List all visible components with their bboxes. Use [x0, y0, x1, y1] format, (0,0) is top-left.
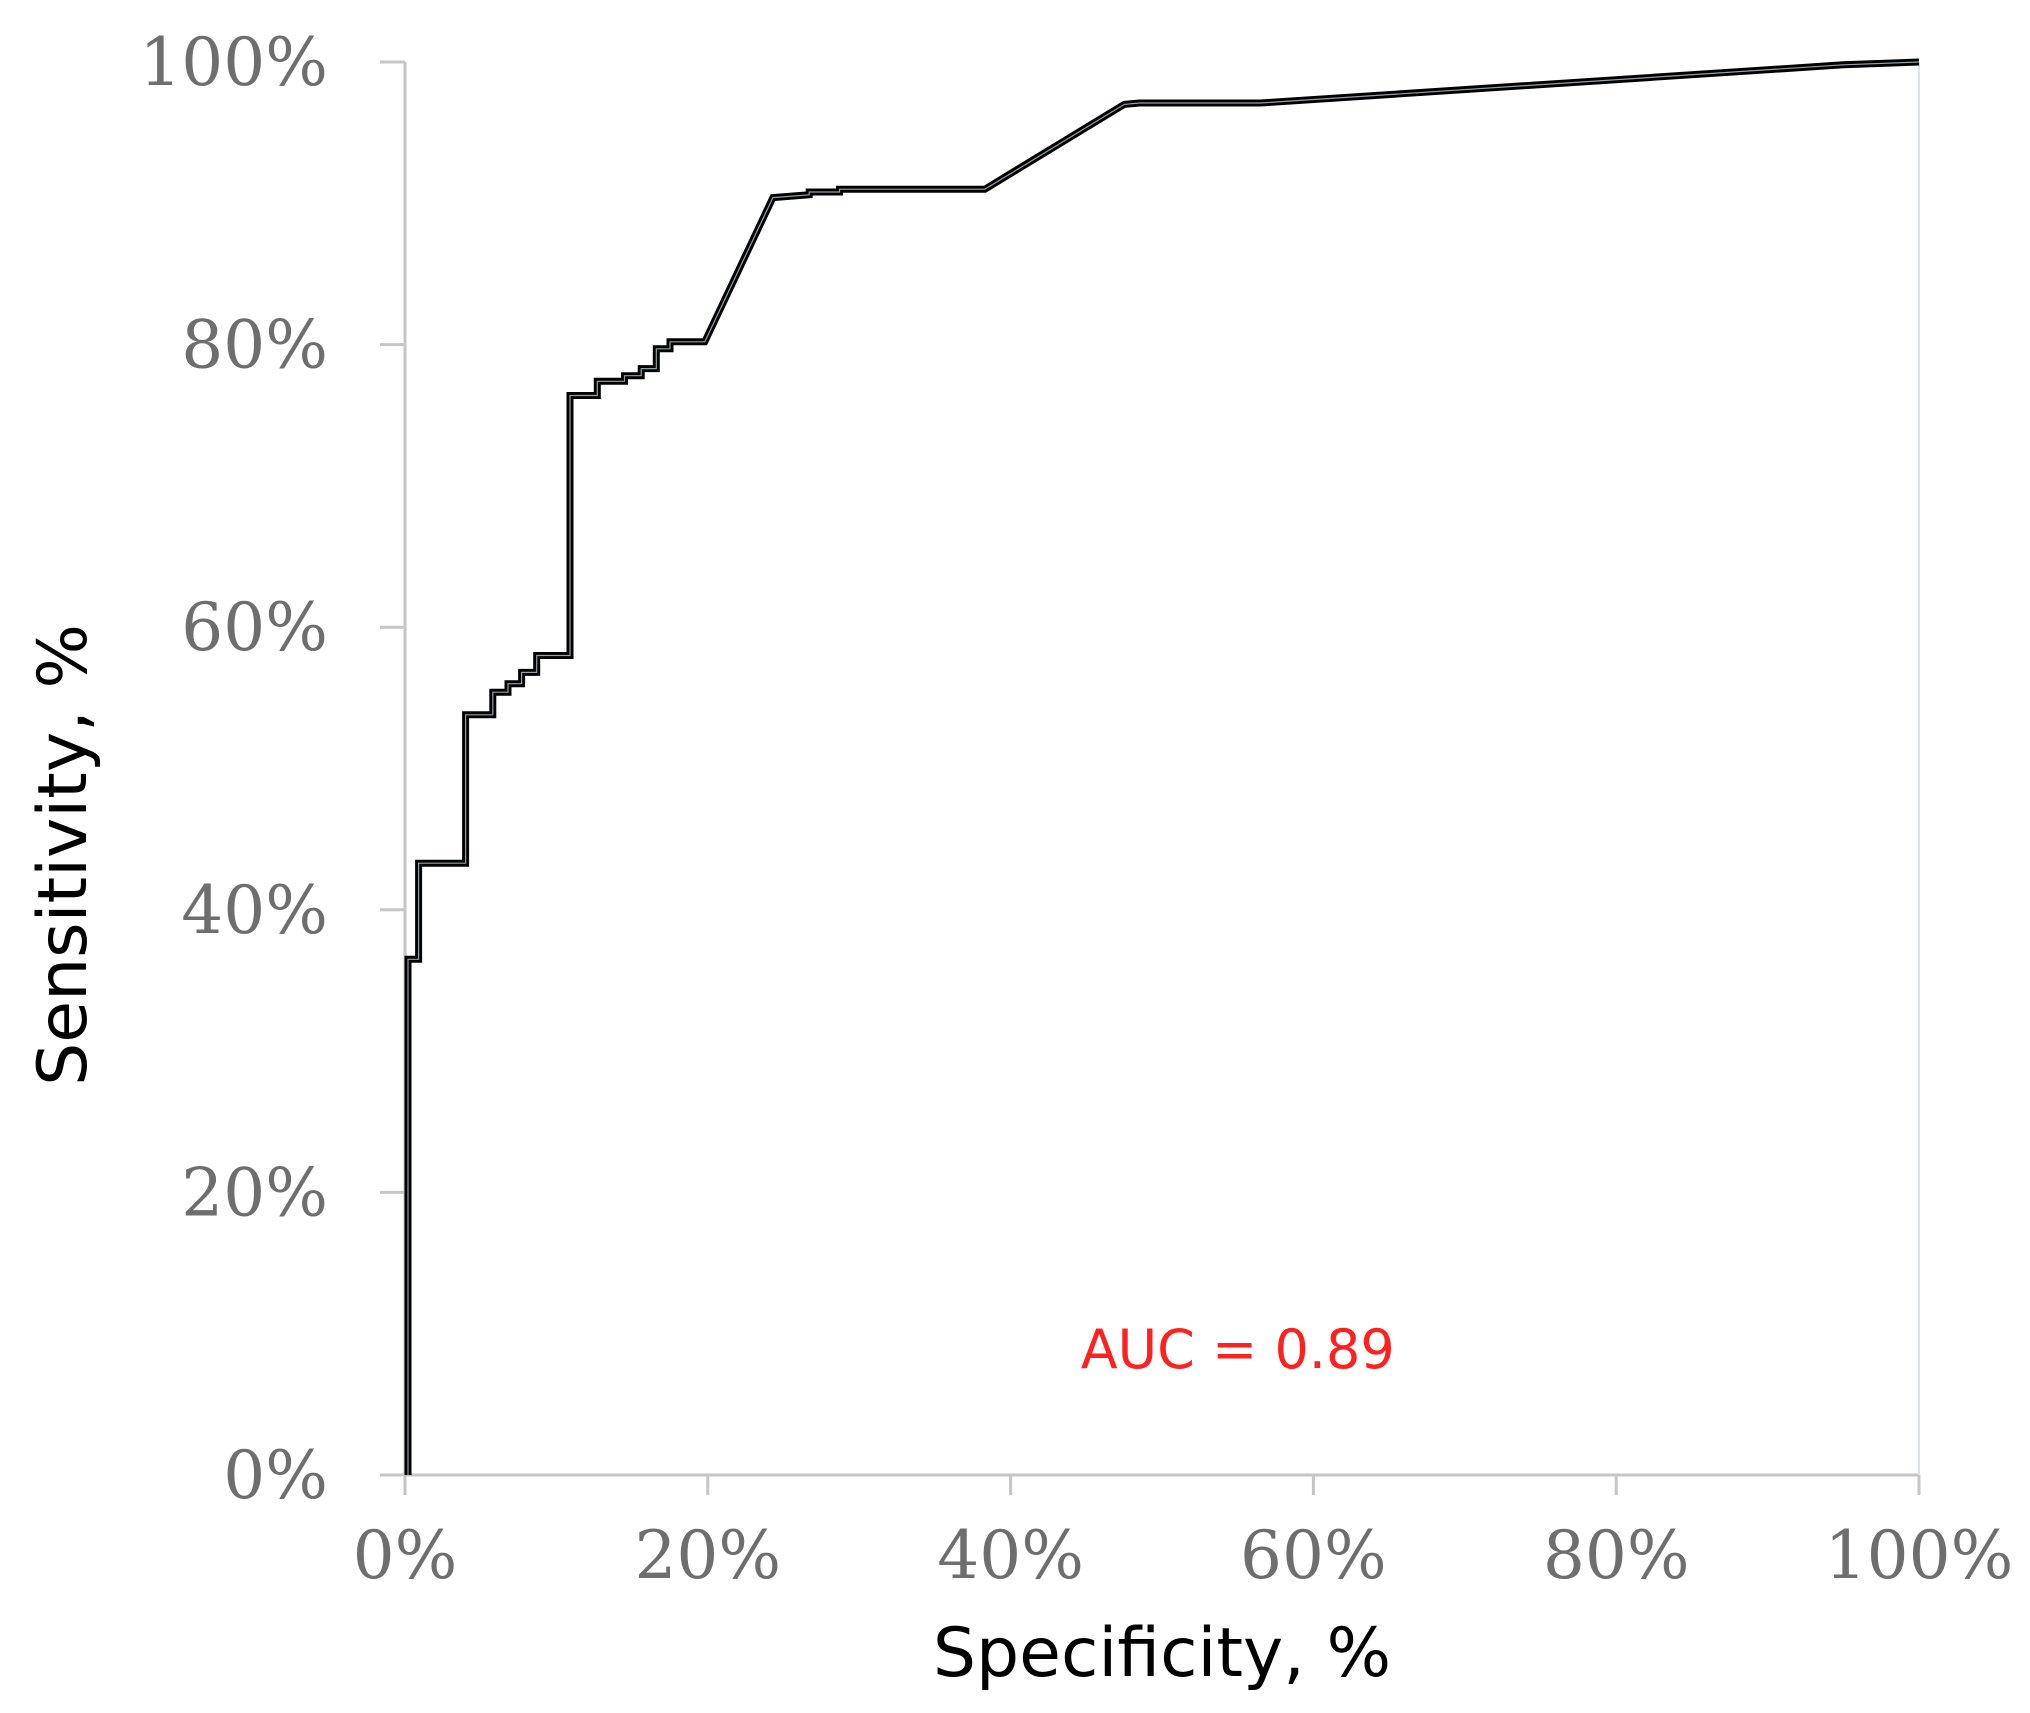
x-tick-label: 60% — [1240, 1517, 1387, 1594]
x-tick-label: 20% — [634, 1517, 781, 1594]
x-tick-label: 40% — [937, 1517, 1084, 1594]
y-tick-label: 100% — [139, 24, 328, 101]
y-tick-label: 60% — [181, 589, 328, 666]
x-axis-title: Specificity, % — [933, 1614, 1391, 1693]
x-tick-label: 80% — [1543, 1517, 1690, 1594]
axes — [380, 62, 1920, 1477]
roc-curve-line — [404, 58, 1920, 1475]
y-ticks: 0% 20% 40% 60% 80% 100% — [139, 24, 405, 1514]
x-tick-label: 100% — [1825, 1517, 2014, 1594]
y-axis-title: Sensitivity, % — [24, 624, 103, 1086]
x-ticks: 0% 20% 40% 60% 80% 100% — [353, 1475, 2014, 1594]
x-tick-label: 0% — [353, 1517, 458, 1594]
y-tick-label: 0% — [223, 1437, 328, 1514]
y-tick-label: 80% — [181, 307, 328, 384]
y-tick-label: 40% — [181, 872, 328, 949]
auc-annotation: AUC = 0.89 — [1081, 1318, 1395, 1381]
roc-curve-highlight — [407, 61, 1920, 1475]
series-layer — [404, 58, 1920, 1475]
y-tick-label: 20% — [181, 1154, 328, 1231]
